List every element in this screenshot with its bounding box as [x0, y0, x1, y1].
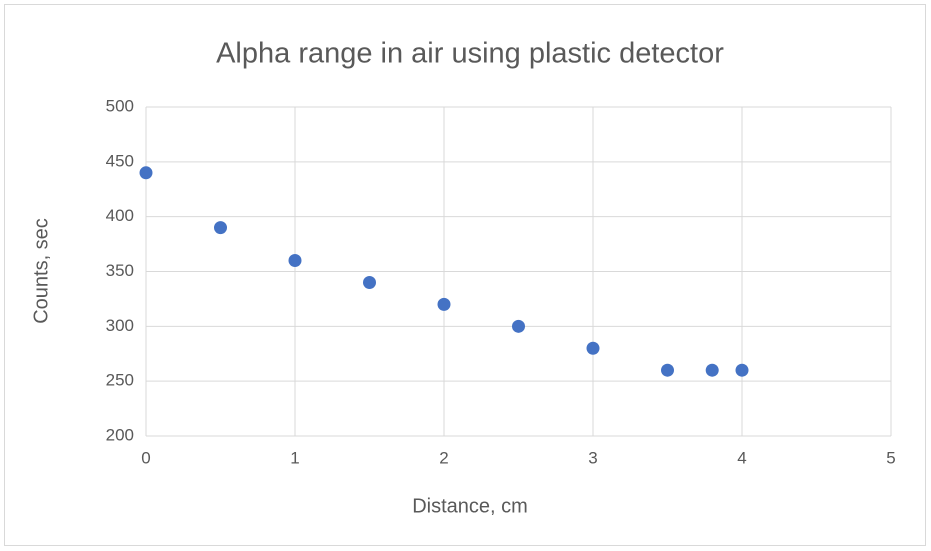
point [586, 341, 600, 355]
point [661, 363, 674, 377]
point [288, 254, 302, 268]
x-tick-label: 5 [886, 448, 895, 467]
point [735, 363, 749, 377]
x-tick-label: 1 [290, 448, 299, 467]
x-tick-label: 0 [141, 448, 150, 467]
point [512, 319, 525, 333]
point [437, 297, 451, 311]
x-tick-label: 3 [588, 448, 597, 467]
point [705, 363, 719, 377]
y-tick-label: 450 [106, 151, 134, 170]
x-axis-label: Distance, cm [412, 495, 528, 517]
x-tick-label: 2 [439, 448, 448, 467]
x-tick-label: 4 [737, 448, 746, 467]
point [139, 166, 153, 180]
point [214, 221, 227, 235]
y-tick-label: 250 [106, 371, 134, 390]
y-tick-label: 300 [106, 316, 134, 335]
y-axis-label: Counts, sec [30, 218, 52, 324]
y-tick-label: 350 [106, 261, 134, 280]
chart-title: Alpha range in air using plastic detecto… [216, 38, 724, 70]
y-tick-label: 400 [106, 206, 134, 225]
y-tick-label: 200 [106, 425, 134, 444]
point [363, 275, 376, 289]
chart-border [4, 4, 926, 546]
y-tick-label: 500 [106, 96, 134, 115]
